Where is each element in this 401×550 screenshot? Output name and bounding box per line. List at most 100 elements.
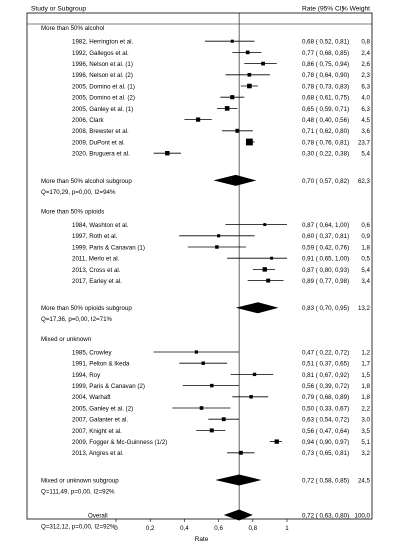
header-weight: % Weight <box>342 6 370 13</box>
study-label: 1999, Paris & Canavan (1) <box>72 244 145 251</box>
weight-value: 1,8 <box>361 394 370 401</box>
point-estimate <box>165 150 170 156</box>
x-tick-label: 0,6 <box>214 525 223 532</box>
point-estimate <box>263 223 267 227</box>
ci-value: 0,78 ( 0,73, 0,83) <box>302 83 349 90</box>
x-tick-label: 0,2 <box>146 525 155 532</box>
point-estimate <box>252 372 257 377</box>
ci-value: 0,68 ( 0,52, 0,81) <box>302 39 349 46</box>
weight-value: 2,3 <box>361 72 370 79</box>
subgroup-weight: 13,2 <box>358 305 371 312</box>
weight-value: 1,5 <box>361 372 370 379</box>
weight-value: 1,8 <box>361 244 370 251</box>
study-label: 1997, Roth et al. <box>72 233 118 240</box>
ci-value: 0,56 ( 0,39, 0,72) <box>302 383 349 390</box>
study-label: 2007, Knight et al. <box>72 428 122 435</box>
header-ci: Rate (95% CI) <box>302 6 344 13</box>
study-label: 1992, Gallegos et al. <box>72 50 129 57</box>
point-estimate <box>262 267 267 272</box>
subgroup-diamond <box>235 302 279 314</box>
ci-value: 0,91 ( 0,65, 1,00) <box>302 256 349 263</box>
weight-value: 0,5 <box>361 256 370 263</box>
point-estimate <box>210 383 214 388</box>
weight-value: 0,6 <box>361 222 370 229</box>
plot-frame <box>26 12 373 520</box>
subgroup-weight: 62,3 <box>358 178 371 185</box>
subgroup-weight: 24,5 <box>358 477 371 484</box>
weight-value: 6,3 <box>361 83 370 90</box>
study-label: 2005, Domino et al. (2) <box>72 95 135 102</box>
subgroup-diamond <box>215 474 262 486</box>
subgroup-label: More than 50% opioids subgroup <box>41 305 132 312</box>
weight-value: 3,6 <box>361 128 370 135</box>
overall-label: Overall <box>88 512 108 519</box>
weight-value: 2,6 <box>361 61 370 68</box>
ci-value: 0,78 ( 0,64, 0,90) <box>302 72 349 79</box>
study-label: 2013, Cross et al. <box>72 267 121 274</box>
study-label: 2008, Brewster et al. <box>72 128 129 135</box>
ci-value: 0,56 ( 0,47, 0,64) <box>302 428 349 435</box>
subgroup-label: More than 50% alcohol subgroup <box>41 178 132 185</box>
ci-value: 0,87 ( 0,80, 0,93) <box>302 267 349 274</box>
point-estimate <box>217 234 221 238</box>
study-label: 2007, Galanter et al. <box>72 417 128 424</box>
study-label: 2005, Ganley et al. (1) <box>72 106 133 113</box>
subgroup-ci: 0,83 ( 0,70, 0,95) <box>302 305 349 312</box>
weight-value: 0,9 <box>361 233 370 240</box>
ci-value: 0,47 ( 0,22, 0,72) <box>302 349 349 356</box>
ci-value: 0,63 ( 0,54, 0,72) <box>302 417 349 424</box>
study-label: 2013, Angres et al. <box>72 450 124 457</box>
weight-value: 1,8 <box>361 383 370 390</box>
study-label: 2020, Bruguera et al. <box>72 151 130 158</box>
weight-value: 3,4 <box>361 278 370 285</box>
point-estimate <box>249 395 253 399</box>
weight-value: 3,5 <box>361 428 370 435</box>
study-label: 2005, Domino et al. (1) <box>72 83 135 90</box>
point-estimate <box>215 245 219 249</box>
x-tick-label: 1 <box>285 525 289 532</box>
point-estimate <box>247 72 252 77</box>
weight-value: 23,7 <box>358 139 371 146</box>
weight-value: 5,1 <box>361 439 370 446</box>
point-estimate <box>199 406 204 410</box>
weight-value: 0,8 <box>361 39 370 46</box>
weight-value: 6,3 <box>361 106 370 113</box>
study-label: 1994, Roy <box>72 372 101 379</box>
ci-value: 0,68 ( 0,61, 0,75) <box>302 95 349 102</box>
weight-value: 4,5 <box>361 117 370 124</box>
ci-value: 0,78 ( 0,76, 0,81) <box>302 139 349 146</box>
study-label: 1991, Pelton & Ikeda <box>72 361 130 368</box>
ci-value: 0,86 ( 0,75, 0,94) <box>302 61 349 68</box>
x-tick-label: 0,8 <box>248 525 257 532</box>
subgroup-label: Mixed or unknown subgroup <box>41 477 119 484</box>
group-title: Mixed or unknown <box>41 336 92 343</box>
study-label: 1999, Paris & Canavan (2) <box>72 383 145 390</box>
overall-heterogeneity: Q=312,12, p=0,00, I2=92% <box>41 523 116 530</box>
subgroup-ci: 0,70 ( 0,57, 0,82) <box>302 178 349 185</box>
point-estimate <box>238 450 243 455</box>
ci-value: 0,87 ( 0,64, 1,00) <box>302 222 349 229</box>
point-estimate <box>245 50 250 55</box>
point-estimate <box>224 106 230 111</box>
study-label: 2004, Warhaft <box>72 394 111 401</box>
ci-value: 0,48 ( 0,40, 0,56) <box>302 117 349 124</box>
group-title: More than 50% alcohol <box>41 25 104 32</box>
heterogeneity-text: Q=111,49, p=0,00, I2=92% <box>41 488 115 495</box>
weight-value: 2,4 <box>361 50 370 57</box>
overall-ci: 0,72 ( 0,63, 0,80) <box>302 512 349 519</box>
ci-value: 0,71 ( 0,62, 0,80) <box>302 128 349 135</box>
study-label: 1996, Nelson et al. (2) <box>72 72 133 79</box>
study-label: 1984, Washton et al. <box>72 222 129 229</box>
x-axis: 0 0,2 0,4 0,6 0,8 1 Rate <box>114 519 289 543</box>
subgroup-ci: 0,72 ( 0,58, 0,85) <box>302 477 349 484</box>
ci-value: 0,73 ( 0,65, 0,81) <box>302 450 349 457</box>
weight-value: 5,4 <box>361 151 370 158</box>
ci-value: 0,81 ( 0,67, 0,92) <box>302 372 349 379</box>
header-study: Study or Subgroup <box>31 6 86 13</box>
study-label: 1982, Herrington et al. <box>72 39 134 46</box>
ci-value: 0,89 ( 0,77, 0,98) <box>302 278 349 285</box>
point-estimate <box>230 95 235 100</box>
weight-value: 4,0 <box>361 95 370 102</box>
x-tick-label: 0,4 <box>180 525 189 532</box>
